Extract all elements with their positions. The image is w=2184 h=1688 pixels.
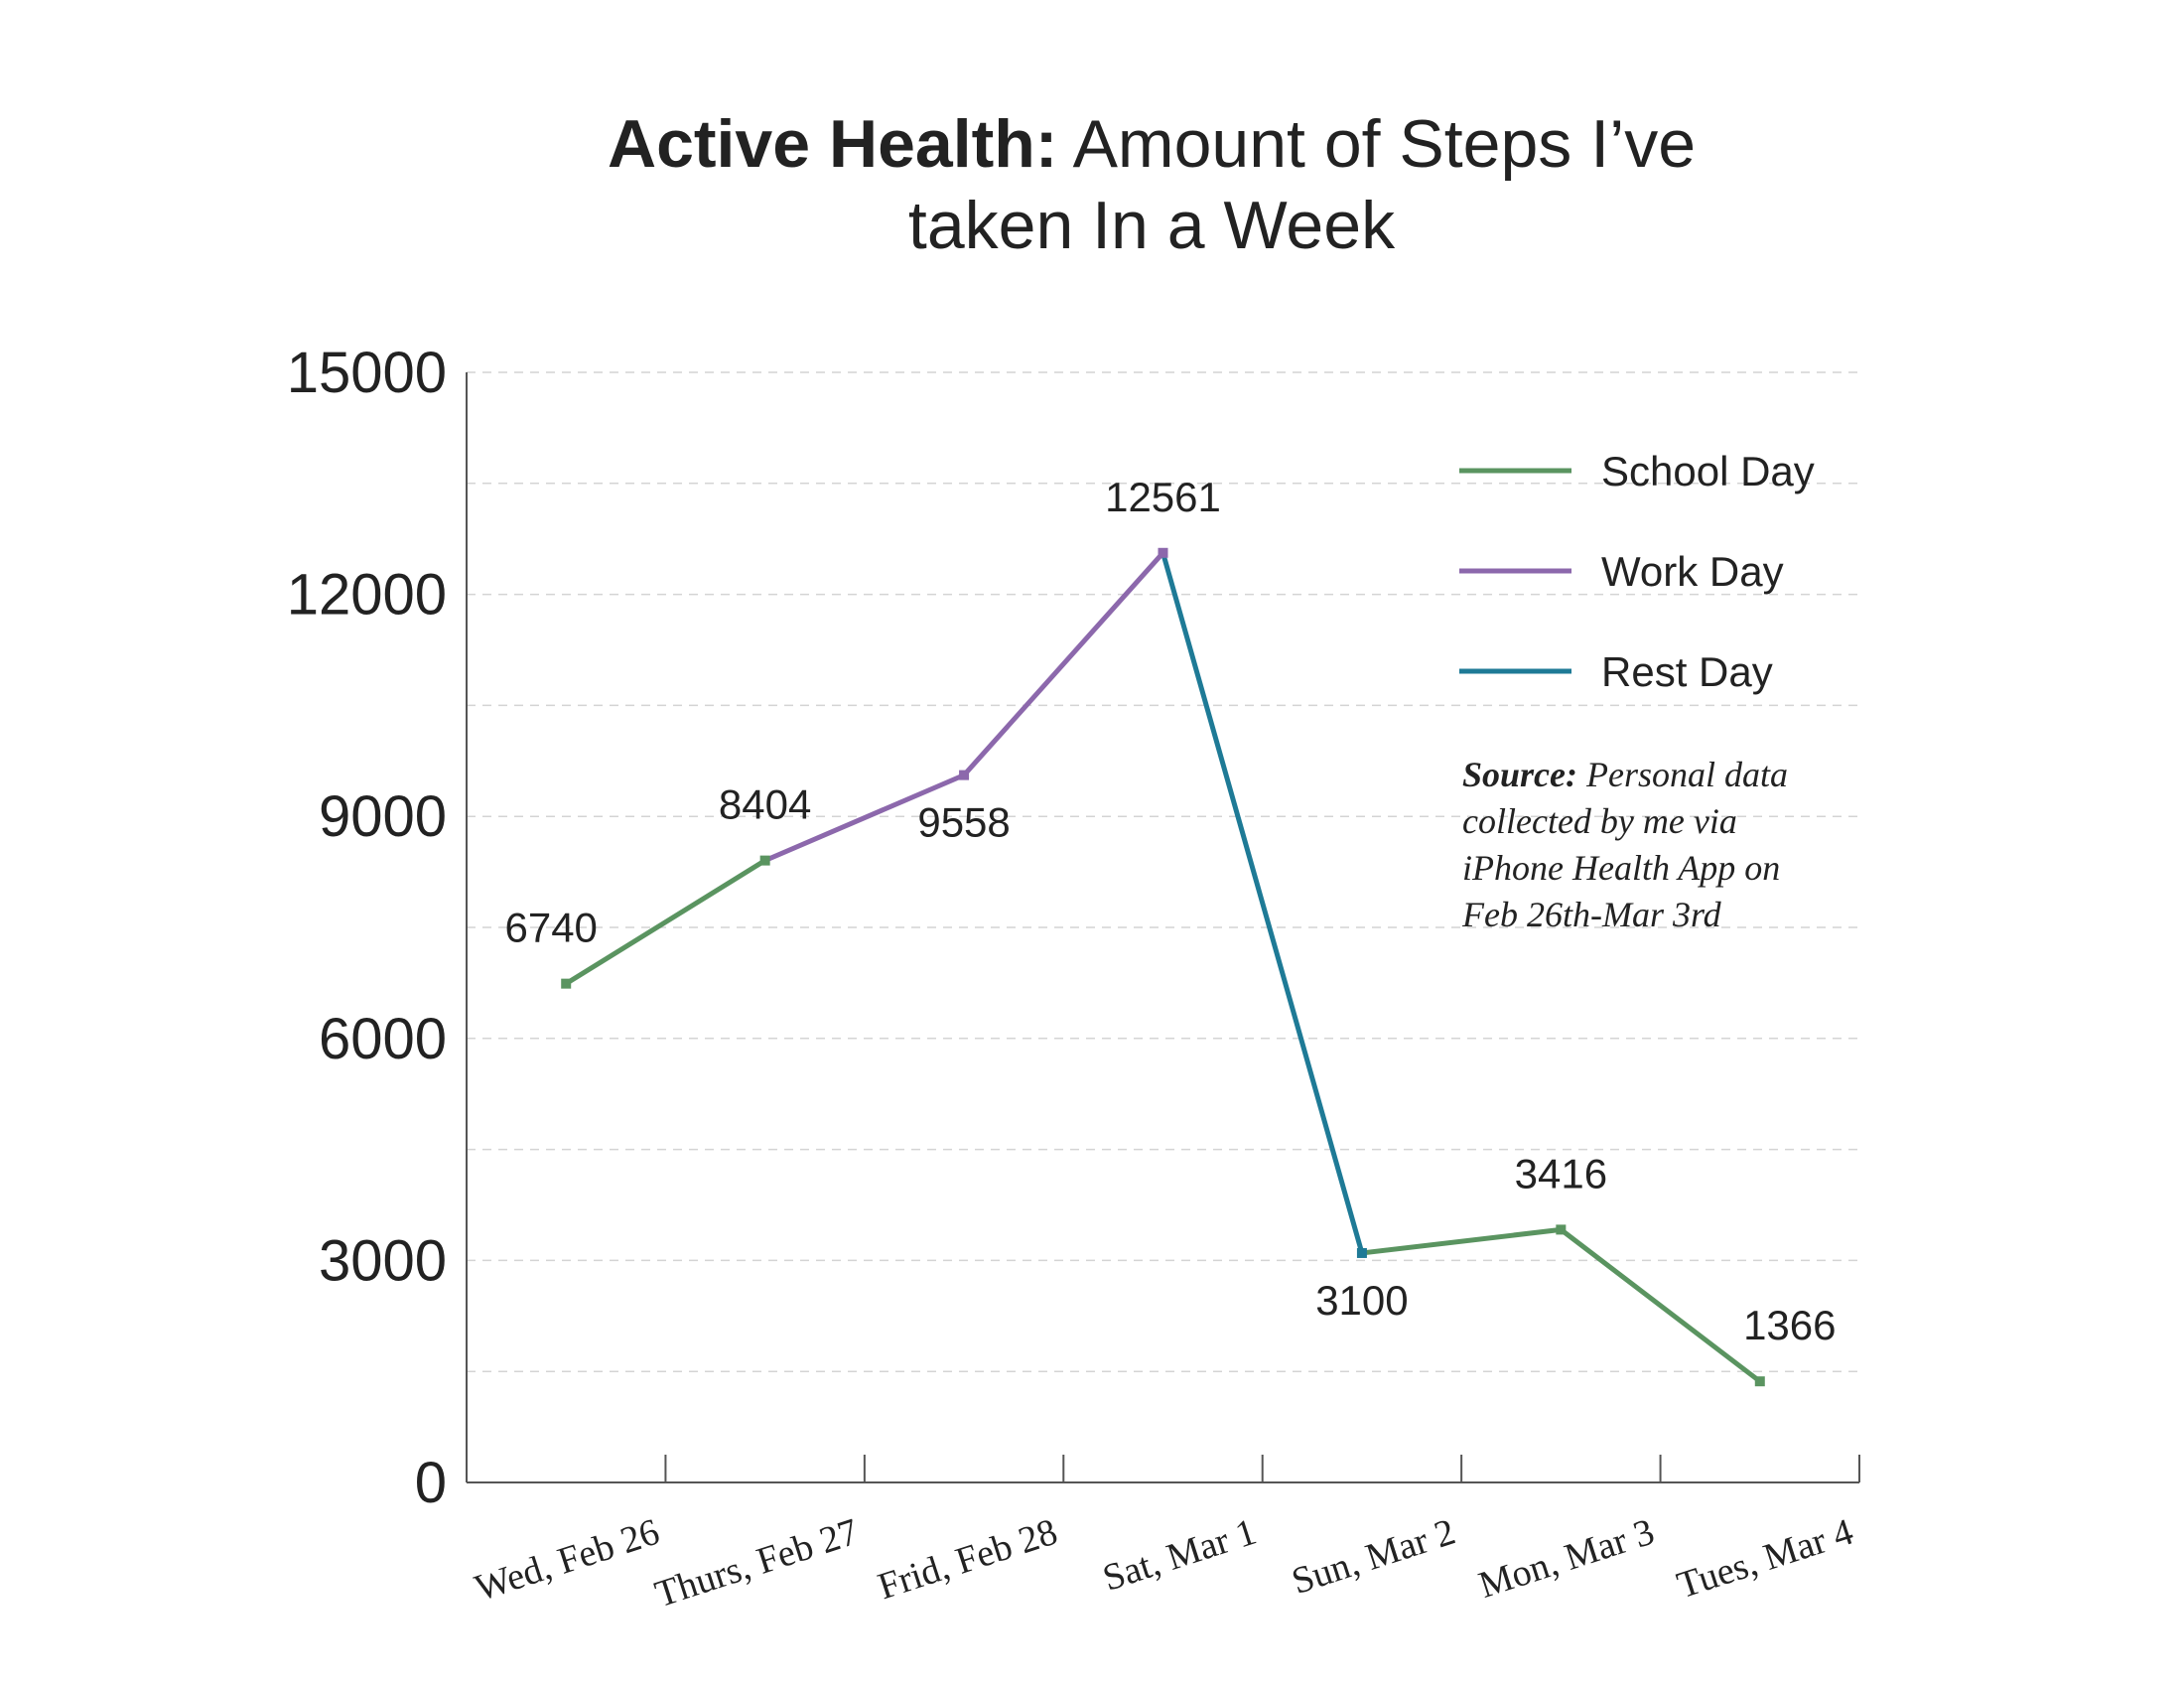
source-note: Source: Personal data collected by me vi… bbox=[1461, 755, 1788, 934]
data-label: 3416 bbox=[1515, 1150, 1607, 1196]
source-text-1: Personal data bbox=[1577, 755, 1788, 794]
legend-label: School Day bbox=[1601, 448, 1815, 494]
x-tick-label: Sat, Mar 1 bbox=[1098, 1511, 1262, 1600]
series-segment-work-day bbox=[961, 550, 1165, 778]
series-segment-rest-day bbox=[1160, 550, 1365, 1256]
data-labels: 6740 8404 9558 12561 3100 3416 1366 bbox=[504, 474, 1836, 1348]
data-label: 3100 bbox=[1315, 1277, 1408, 1324]
y-tick-label: 3000 bbox=[319, 1228, 447, 1293]
chart-title: Active Health: Amount of Steps I’ve take… bbox=[608, 106, 1696, 263]
y-tick-label: 0 bbox=[415, 1451, 447, 1515]
series-segment-school-day bbox=[563, 858, 768, 987]
x-tick-label: Thurs, Feb 27 bbox=[650, 1511, 864, 1617]
data-point bbox=[759, 855, 770, 866]
y-axis-ticks: 0 3000 6000 9000 12000 15000 bbox=[287, 341, 447, 1515]
chart-title-rest: Amount of Steps I’ve bbox=[1057, 106, 1696, 182]
legend-label: Work Day bbox=[1601, 548, 1784, 595]
x-tick-label: Frid, Feb 28 bbox=[873, 1511, 1062, 1609]
data-label: 9558 bbox=[917, 799, 1010, 846]
axes bbox=[466, 372, 1860, 1483]
data-label: 8404 bbox=[719, 781, 811, 828]
y-tick-label: 15000 bbox=[287, 341, 447, 405]
source-line-2: collected by me via bbox=[1462, 801, 1737, 841]
data-label: 1366 bbox=[1743, 1302, 1836, 1348]
chart-title-bold: Active Health: bbox=[608, 106, 1057, 182]
data-point bbox=[1356, 1247, 1367, 1258]
y-tick-label: 9000 bbox=[319, 784, 447, 849]
chart-title-line-2: taken In a Week bbox=[908, 188, 1396, 263]
data-point bbox=[1158, 547, 1168, 558]
series-lines bbox=[563, 550, 1763, 1384]
series-segment-work-day bbox=[762, 773, 967, 864]
series-segment-school-day bbox=[1558, 1226, 1763, 1384]
data-point bbox=[1754, 1376, 1765, 1387]
data-label: 12561 bbox=[1105, 474, 1221, 520]
data-point bbox=[561, 978, 572, 989]
y-tick-label: 6000 bbox=[319, 1007, 447, 1071]
gridlines bbox=[467, 371, 1859, 1372]
data-point bbox=[1556, 1224, 1567, 1235]
legend-label: Rest Day bbox=[1601, 648, 1773, 695]
source-line-3: iPhone Health App on bbox=[1462, 848, 1780, 888]
data-point bbox=[959, 770, 970, 780]
x-tick-label: Wed, Feb 26 bbox=[470, 1511, 664, 1610]
source-line-4: Feb 26th-Mar 3rd bbox=[1461, 895, 1722, 934]
source-label: Source: bbox=[1462, 755, 1577, 794]
legend: School Day Work Day Rest Day bbox=[1459, 448, 1815, 695]
data-label: 6740 bbox=[504, 905, 597, 951]
data-points bbox=[561, 547, 1765, 1387]
source-line-1: Source: Personal data bbox=[1462, 755, 1788, 794]
y-tick-label: 12000 bbox=[287, 563, 447, 628]
chart-title-line-1: Active Health: Amount of Steps I’ve bbox=[608, 106, 1696, 182]
x-tick-label: Mon, Mar 3 bbox=[1474, 1511, 1660, 1607]
x-tick-label: Sun, Mar 2 bbox=[1287, 1511, 1460, 1603]
x-tick-label: Tues, Mar 4 bbox=[1672, 1511, 1857, 1608]
series-segment-school-day bbox=[1359, 1226, 1564, 1256]
